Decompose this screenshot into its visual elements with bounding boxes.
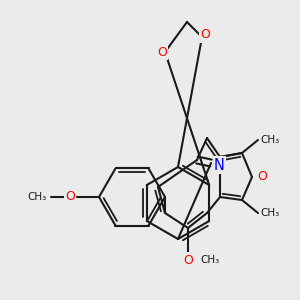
Text: CH₃: CH₃ xyxy=(260,135,279,145)
Text: O: O xyxy=(157,46,167,59)
Text: CH₃: CH₃ xyxy=(200,255,219,265)
Text: O: O xyxy=(183,254,193,266)
Text: O: O xyxy=(65,190,75,203)
Text: O: O xyxy=(200,28,210,41)
Text: CH₃: CH₃ xyxy=(260,208,279,218)
Text: O: O xyxy=(257,170,267,184)
Text: N: N xyxy=(214,158,225,172)
Text: CH₃: CH₃ xyxy=(28,192,47,202)
